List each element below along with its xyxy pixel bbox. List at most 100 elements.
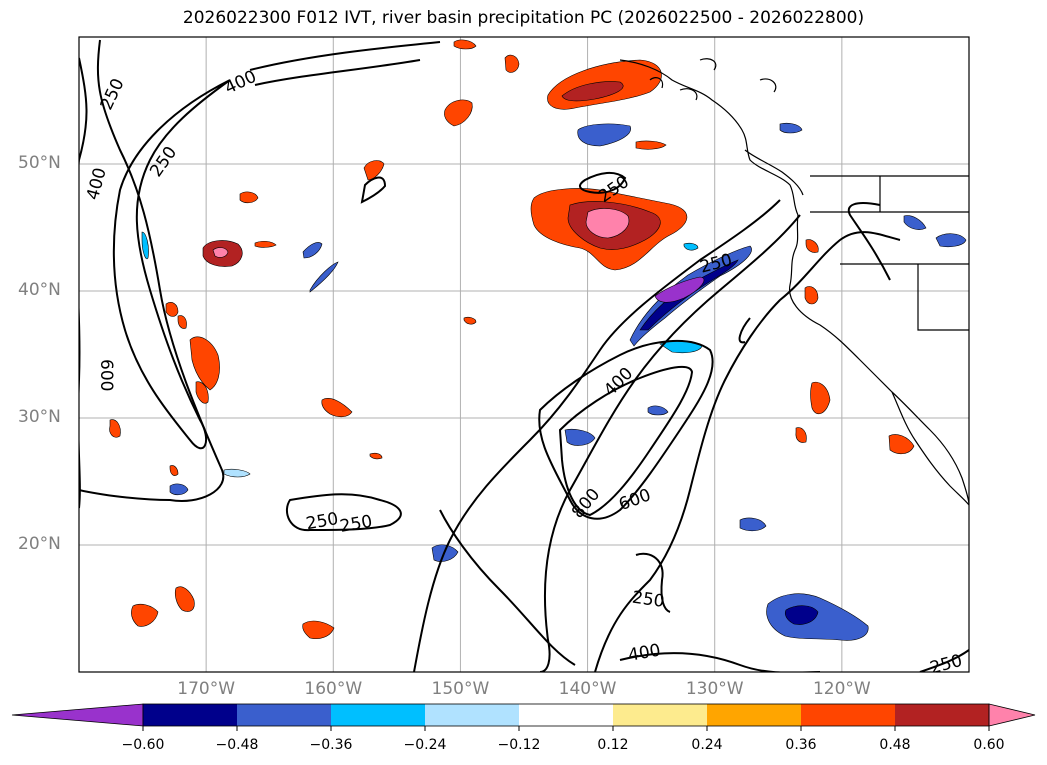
precip-blob [165,302,179,317]
lon-tick-label: 160°W [304,679,363,699]
lat-tick-label: 40°N [18,280,61,300]
colorbar-cell [613,704,708,726]
ivt-contour-line [285,493,402,532]
precip-blob [309,261,339,293]
ivt-contour-line [112,79,231,450]
precip-blob [795,427,807,443]
colorbar [11,703,1036,731]
precip-positive-shading [109,39,915,639]
map-title: 2026022300 F012 IVT, river basin precipi… [182,8,865,28]
ivt-contour-line [538,339,714,520]
colorbar-tick-label: −0.48 [215,737,259,753]
ivt-contour-line [919,649,969,672]
precip-blob [444,99,473,127]
ivt-contour-line [249,41,441,71]
precip-blob [935,233,967,248]
ivt-contour-line [738,317,751,344]
precip-blob [635,140,667,150]
ivt-contour-line [413,199,781,672]
precip-blob [189,336,220,391]
precip-blob [109,419,121,438]
coastlines [619,58,969,506]
precip-blob [302,242,323,259]
map-frame [78,36,970,673]
colorbar-tick-label: 0.12 [597,737,629,753]
border-state [810,176,969,331]
precip-blob [810,381,831,415]
precip-blob [779,122,803,134]
colorbar-cell [331,704,426,726]
ivt-contour-line [79,39,225,502]
precip-blob [805,239,819,253]
precip-blob [141,231,149,260]
precip-blob [766,593,869,641]
precip-blob [784,605,819,625]
precip-blob [302,620,335,639]
precip-blob [504,54,520,73]
precip-negative-shading [141,122,967,641]
precip-blob [561,81,624,102]
precip-blob [463,316,477,325]
precip-blob [654,276,705,303]
ivt-contour-line [254,59,421,86]
contour-label: 600 [96,359,116,391]
contour-label: 250 [928,651,965,679]
precip-blob [369,452,383,460]
ivt-contours [79,39,969,672]
precip-blob [321,398,353,418]
lon-tick-label: 140°W [558,679,617,699]
ivt-contour-line [439,509,576,666]
precip-blob [739,517,767,532]
precip-blob [453,39,477,50]
colorbar-cell [895,704,990,726]
ivt-contour-line [539,214,801,672]
lat-tick-label: 50°N [18,153,61,173]
precip-blob [174,586,195,612]
colorbar-tick-label: 0.48 [879,737,911,753]
precip-blob [804,286,819,305]
coastline-baja [891,391,969,506]
precip-blob [212,247,229,258]
precip-blob [683,242,699,251]
lon-tick-label: 130°W [685,679,744,699]
precip-blob [254,240,277,248]
lat-tick-label: 20°N [18,534,61,554]
colorbar-tick-label: 0.36 [785,737,817,753]
precip-blob [223,468,251,478]
colorbar-cell [707,704,802,726]
precip-blob [239,191,259,204]
ivt-contour-line [594,231,901,672]
colorbar-extend-max [988,703,1036,727]
ivt-contour-line [635,552,671,613]
ivt-contour-line [579,172,627,194]
colorbar-tick-label: −0.60 [121,737,165,753]
precip-blob [169,483,189,496]
colorbar-tick-label: 0.24 [691,737,723,753]
lon-tick-label: 120°W [812,679,871,699]
precip-blob [195,381,209,404]
colorbar-tick-label: −0.24 [403,737,447,753]
precip-blob [647,405,669,416]
coastline-islands [649,58,777,101]
coastline-alaska [619,59,799,216]
colorbar-tick-label: 0.60 [973,737,1005,753]
colorbar-cell [801,704,896,726]
colorbar-cell [143,704,238,726]
ivt-contour-line [79,57,88,161]
colorbar-cell [519,704,614,726]
ivt-contour-line [847,202,891,281]
colorbar-cell [237,704,332,726]
precip-blob [585,208,630,239]
ivt-contour-line [360,176,387,204]
precip-blob [169,465,179,476]
colorbar-tick-label: −0.36 [309,737,353,753]
lat-tick-label: 30°N [18,407,61,427]
coastline-west-us [789,214,969,506]
precip-blob [177,315,187,329]
precip-blob [131,603,159,627]
colorbar-cell [425,704,520,726]
contour-label: 250 [631,588,666,612]
map-area [79,37,969,672]
precip-blob [903,215,927,230]
ivt-contour-line [558,365,694,517]
